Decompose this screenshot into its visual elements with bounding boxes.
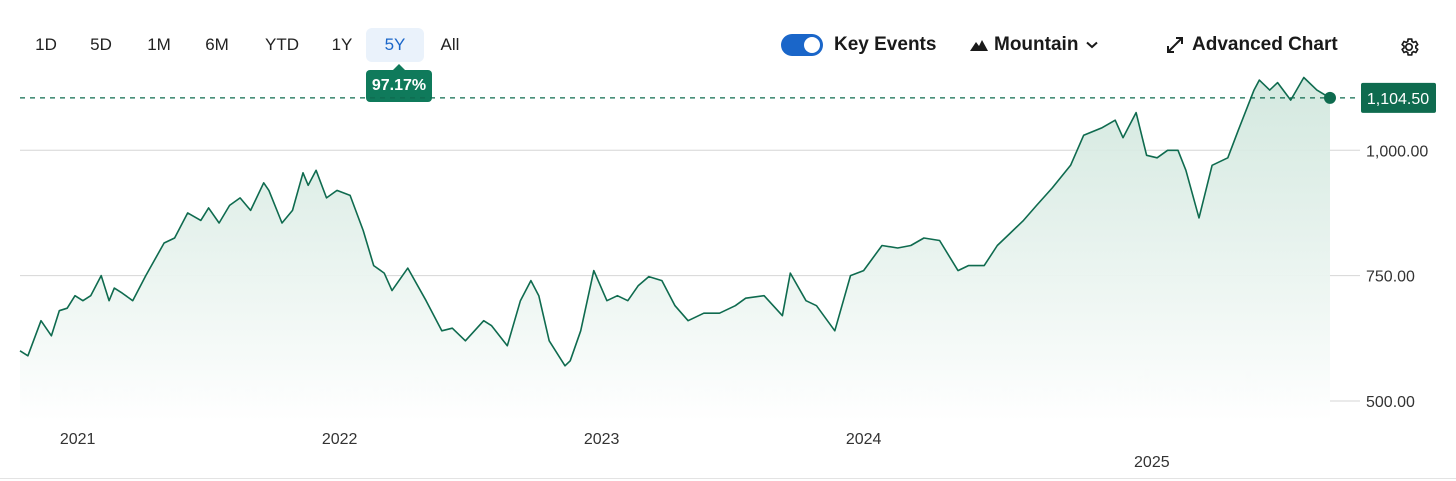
range-button-6m[interactable]: 6M — [205, 35, 229, 54]
time-range-selector: 1D 5D 1M 6M YTD 1Y 5Y All — [20, 28, 476, 62]
range-button-5d[interactable]: 5D — [90, 35, 112, 54]
toggle-switch[interactable] — [781, 34, 823, 56]
x-tick-label: 2024 — [846, 431, 882, 448]
y-tick-label: 1,000.00 — [1366, 143, 1428, 160]
range-button-1m[interactable]: 1M — [147, 35, 171, 54]
price-line — [19, 76, 1331, 367]
key-events-label: Key Events — [834, 34, 937, 55]
x-tick-label: 2022 — [322, 431, 358, 448]
mountain-icon — [970, 40, 988, 51]
gear-icon[interactable] — [1398, 36, 1420, 58]
chart-type-label: Mountain — [994, 34, 1079, 55]
chart-type-dropdown[interactable]: Mountain — [970, 34, 1099, 56]
price-area — [20, 77, 1330, 421]
chevron-down-icon — [1086, 41, 1099, 49]
last-price-tag — [1361, 82, 1436, 113]
x-tick-label: 2023 — [584, 431, 620, 448]
x-tick-label: 2025 — [1134, 454, 1170, 471]
y-tick-label: 750.00 — [1366, 269, 1415, 286]
x-tick-label: 2021 — [60, 431, 96, 448]
performance-badge: 97.17% — [366, 64, 432, 102]
advanced-chart-label: Advanced Chart — [1192, 34, 1338, 55]
range-button-1d[interactable]: 1D — [35, 35, 57, 54]
last-price-dot — [1324, 91, 1336, 104]
y-tick-label: 500.00 — [1366, 394, 1415, 411]
range-button-all[interactable]: All — [440, 35, 460, 54]
last-price-label: 1,104.50 — [1367, 91, 1429, 108]
key-events-toggle[interactable]: Key Events — [781, 34, 936, 56]
range-button-ytd[interactable]: YTD — [265, 35, 299, 54]
advanced-chart-button[interactable]: Advanced Chart — [1166, 34, 1338, 56]
toggle-knob — [804, 37, 820, 53]
range-button-1y[interactable]: 1Y — [331, 35, 353, 54]
expand-arrows-icon — [1167, 37, 1183, 53]
bottom-divider — [0, 478, 1456, 479]
range-button-5y[interactable]: 5Y — [366, 28, 424, 62]
